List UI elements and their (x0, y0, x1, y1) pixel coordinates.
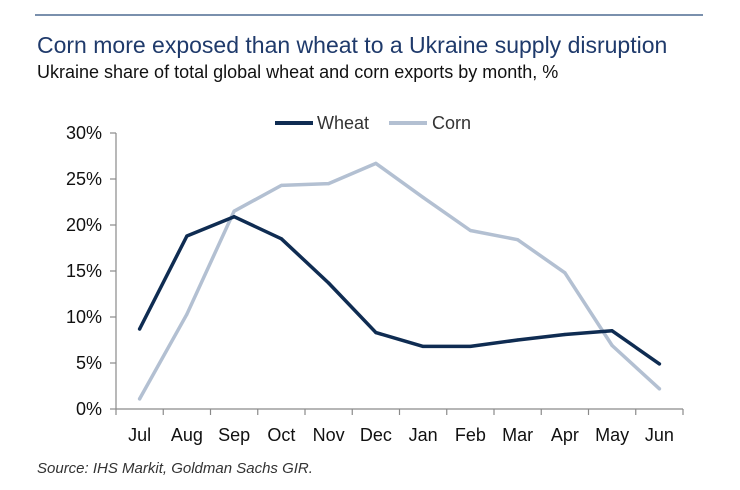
data-point-wheat (468, 344, 472, 349)
data-point-corn (468, 228, 472, 233)
data-point-wheat (232, 215, 236, 219)
data-point-corn (516, 238, 520, 242)
data-point-corn (563, 271, 567, 275)
x-tick-label: Jun (645, 425, 674, 445)
chart-axes: 0% 5% 10% 15% 20% 25% 30% Jul Aug Sep Oct Nov Dec Jan… (66, 123, 684, 445)
x-tick-label: Aug (171, 425, 203, 445)
data-point-corn (374, 161, 378, 165)
x-tick-label: Nov (313, 425, 345, 445)
x-tick-label: Feb (455, 425, 486, 445)
y-tick-label: 5% (76, 353, 102, 373)
data-point-corn (232, 209, 236, 213)
legend-label-corn: Corn (432, 113, 471, 133)
data-point-corn (327, 182, 331, 186)
data-point-corn (657, 387, 661, 391)
data-point-corn (185, 312, 189, 316)
chart-subtitle: Ukraine share of total global wheat and … (37, 62, 559, 82)
chart-legend: Wheat Corn (275, 113, 471, 133)
data-point-wheat (327, 281, 331, 285)
chart-title: Corn more exposed than wheat to a Ukrain… (37, 32, 668, 58)
data-point-wheat (610, 329, 614, 333)
y-tick-label: 0% (76, 399, 102, 419)
data-point-wheat (138, 327, 142, 331)
series-line-corn (137, 161, 662, 401)
legend-label-wheat: Wheat (317, 113, 369, 133)
x-tick-label: Jan (409, 425, 438, 445)
data-point-wheat (563, 332, 567, 337)
x-tick-label: Jul (128, 425, 151, 445)
x-tick-label: Dec (360, 425, 392, 445)
data-point-wheat (421, 344, 425, 349)
line-chart: 0% 5% 10% 15% 20% 25% 30% Jul Aug Sep Oct Nov Dec Jan… (66, 113, 684, 445)
data-point-wheat (185, 234, 189, 238)
y-tick-label: 20% (66, 215, 102, 235)
x-tick-label: Mar (502, 425, 533, 445)
x-tick-label: May (595, 425, 629, 445)
x-tick-label: Sep (218, 425, 250, 445)
data-point-corn (610, 343, 614, 348)
data-point-corn (421, 195, 425, 199)
source-note: Source: IHS Markit, Goldman Sachs GIR. (37, 460, 313, 477)
series-layer (137, 161, 662, 401)
y-tick-label: 25% (66, 169, 102, 189)
x-tick-label: Oct (267, 425, 295, 445)
data-point-wheat (374, 331, 378, 335)
data-point-corn (138, 397, 142, 401)
data-point-wheat (279, 237, 283, 241)
x-tick-label: Apr (551, 425, 579, 445)
top-rule (35, 14, 703, 16)
y-tick-label: 15% (66, 261, 102, 281)
y-tick-label: 10% (66, 307, 102, 327)
series-line-wheat (137, 214, 662, 366)
y-tick-label: 30% (66, 123, 102, 143)
data-point-wheat (516, 338, 520, 342)
data-point-wheat (657, 362, 661, 366)
data-point-corn (279, 183, 283, 188)
